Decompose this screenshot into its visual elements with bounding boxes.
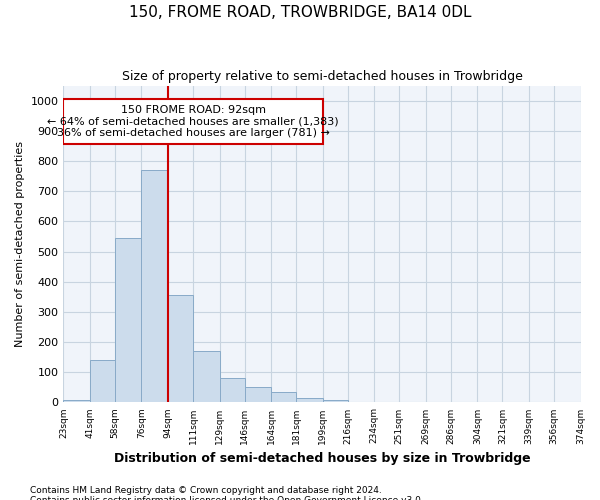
Bar xyxy=(64,400,90,402)
Bar xyxy=(245,388,271,402)
Bar xyxy=(296,398,323,402)
Bar xyxy=(193,351,220,403)
Bar xyxy=(142,170,168,402)
X-axis label: Distribution of semi-detached houses by size in Trowbridge: Distribution of semi-detached houses by … xyxy=(113,452,530,465)
Text: ← 64% of semi-detached houses are smaller (1,383): ← 64% of semi-detached houses are smalle… xyxy=(47,117,339,127)
Text: Contains HM Land Registry data © Crown copyright and database right 2024.: Contains HM Land Registry data © Crown c… xyxy=(30,486,382,495)
Bar xyxy=(220,378,245,402)
Text: 150, FROME ROAD, TROWBRIDGE, BA14 0DL: 150, FROME ROAD, TROWBRIDGE, BA14 0DL xyxy=(129,5,471,20)
Bar xyxy=(271,392,296,402)
Title: Size of property relative to semi-detached houses in Trowbridge: Size of property relative to semi-detach… xyxy=(122,70,523,83)
Bar xyxy=(323,400,348,402)
Bar xyxy=(115,238,142,402)
Text: 150 FROME ROAD: 92sqm: 150 FROME ROAD: 92sqm xyxy=(121,106,266,116)
Bar xyxy=(168,296,193,403)
Text: Contains public sector information licensed under the Open Government Licence v3: Contains public sector information licen… xyxy=(30,496,424,500)
Text: 36% of semi-detached houses are larger (781) →: 36% of semi-detached houses are larger (… xyxy=(56,128,329,138)
Bar xyxy=(90,360,115,403)
Y-axis label: Number of semi-detached properties: Number of semi-detached properties xyxy=(15,141,25,347)
FancyBboxPatch shape xyxy=(64,99,323,144)
